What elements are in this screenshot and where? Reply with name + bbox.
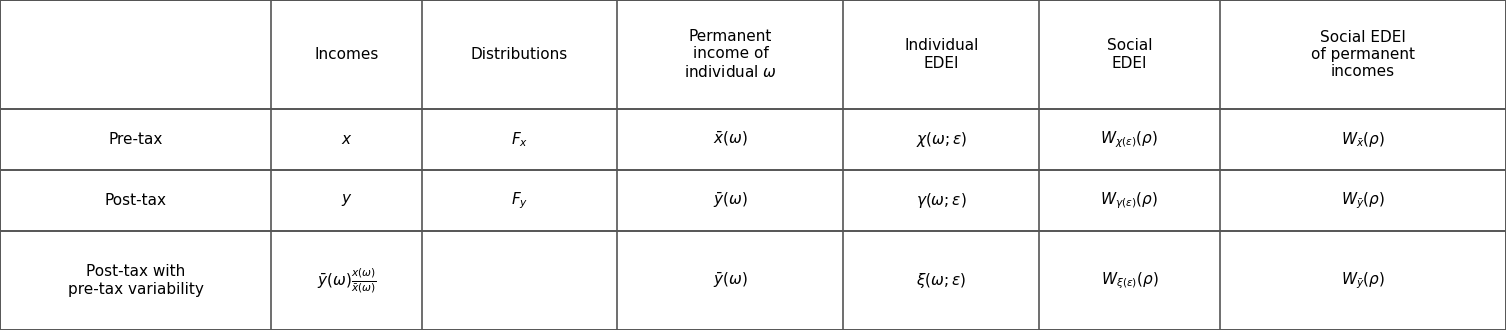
Text: $\chi(\omega;\epsilon)$: $\chi(\omega;\epsilon)$ — [916, 130, 967, 149]
Text: Distributions: Distributions — [471, 47, 568, 62]
Text: $W_{\xi(\epsilon)}(\rho)$: $W_{\xi(\epsilon)}(\rho)$ — [1101, 270, 1158, 291]
Text: $W_{\chi(\epsilon)}(\rho)$: $W_{\chi(\epsilon)}(\rho)$ — [1101, 129, 1158, 150]
Text: Social
EDEI: Social EDEI — [1107, 38, 1152, 71]
Text: $\bar{y}(\omega)$: $\bar{y}(\omega)$ — [712, 271, 748, 290]
Text: Incomes: Incomes — [315, 47, 378, 62]
Text: $W_{\gamma(\epsilon)}(\rho)$: $W_{\gamma(\epsilon)}(\rho)$ — [1101, 190, 1158, 211]
Text: Post-tax with
pre-tax variability: Post-tax with pre-tax variability — [68, 264, 203, 297]
Text: $W_{\bar{y}}(\rho)$: $W_{\bar{y}}(\rho)$ — [1340, 270, 1386, 291]
Text: Pre-tax: Pre-tax — [108, 132, 163, 147]
Text: Social EDEI
of permanent
incomes: Social EDEI of permanent incomes — [1310, 30, 1416, 79]
Text: $\bar{x}(\omega)$: $\bar{x}(\omega)$ — [712, 130, 748, 148]
Text: $F_y$: $F_y$ — [511, 190, 529, 211]
Text: $\bar{y}(\omega)$: $\bar{y}(\omega)$ — [712, 191, 748, 210]
Text: $\bar{y}(\omega)\frac{x(\omega)}{\bar{x}(\omega)}$: $\bar{y}(\omega)\frac{x(\omega)}{\bar{x}… — [316, 266, 376, 295]
Text: $y$: $y$ — [340, 192, 352, 209]
Text: $F_x$: $F_x$ — [511, 130, 529, 149]
Text: $\xi(\omega;\epsilon)$: $\xi(\omega;\epsilon)$ — [916, 271, 967, 290]
Text: $\gamma(\omega;\epsilon)$: $\gamma(\omega;\epsilon)$ — [916, 191, 967, 210]
Text: $x$: $x$ — [340, 132, 352, 147]
Text: $W_{\bar{y}}(\rho)$: $W_{\bar{y}}(\rho)$ — [1340, 190, 1386, 211]
Text: $W_{\bar{x}}(\rho)$: $W_{\bar{x}}(\rho)$ — [1340, 130, 1386, 149]
Text: Post-tax: Post-tax — [104, 193, 167, 208]
Text: Individual
EDEI: Individual EDEI — [904, 38, 979, 71]
Text: Permanent
income of
individual $\omega$: Permanent income of individual $\omega$ — [684, 29, 777, 80]
